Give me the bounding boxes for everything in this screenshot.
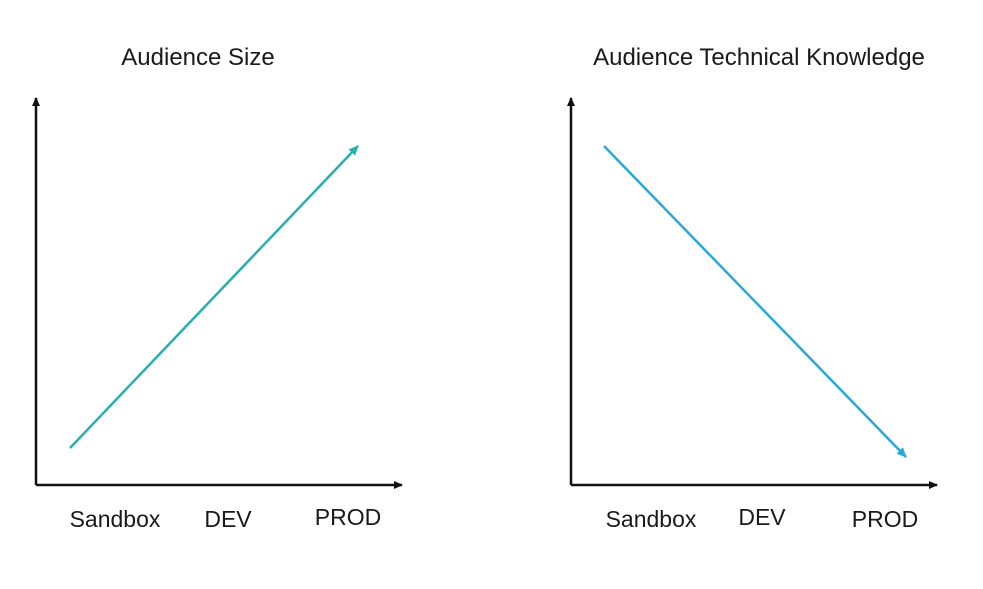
- tick-label-dev: DEV: [738, 504, 786, 530]
- panel-audience-size: Audience Size Sandbox DEV PROD: [32, 44, 403, 532]
- panel-title: Audience Technical Knowledge: [593, 44, 925, 71]
- tick-label-dev: DEV: [204, 506, 252, 532]
- tick-label-prod: PROD: [315, 504, 381, 530]
- tick-label-prod: PROD: [852, 506, 918, 532]
- trend-arrow-down: [603, 145, 907, 458]
- panel-title: Audience Size: [121, 44, 274, 71]
- trend-arrow-up: [69, 145, 359, 449]
- tick-label-sandbox: Sandbox: [70, 506, 161, 532]
- tick-label-sandbox: Sandbox: [606, 506, 697, 532]
- panel-audience-technical-knowledge: Audience Technical Knowledge Sandbox DEV…: [567, 44, 938, 532]
